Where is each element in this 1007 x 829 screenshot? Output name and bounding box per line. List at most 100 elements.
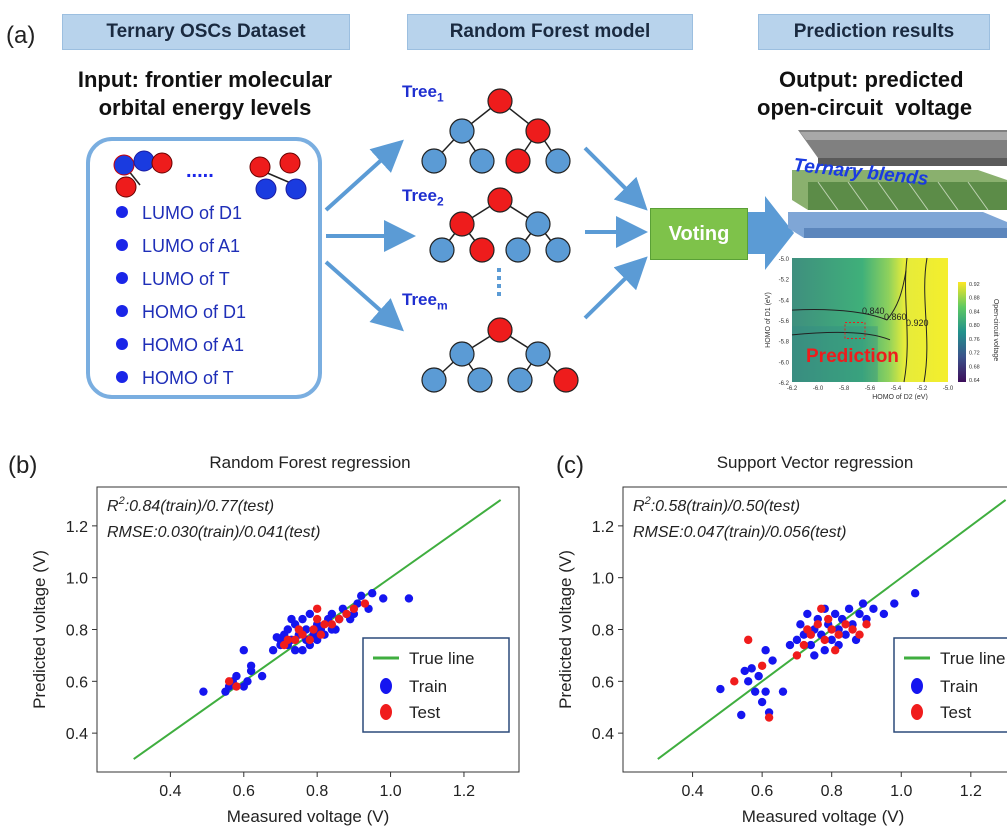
scatter-point-train: [778, 687, 788, 696]
tree-label-1: Tree1: [402, 82, 444, 105]
scatter-point-train: [879, 609, 889, 619]
contour-line: [923, 257, 928, 383]
y-tick-label: 1.2: [66, 519, 88, 536]
tree-node: [467, 367, 493, 393]
scatter-point-train: [737, 710, 746, 720]
contour-xlabel: HOMO of D2 (eV): [872, 394, 928, 400]
legend-train-label: Train: [409, 677, 447, 696]
y-tick-label: 0.8: [66, 623, 88, 640]
colorbar-label: Open-circuit voltage: [992, 299, 999, 361]
scatter-point-test: [799, 640, 809, 650]
colorbar-tick: 0.72: [969, 351, 980, 357]
scatter-point-test: [820, 635, 829, 645]
scatter-point-test: [834, 630, 843, 639]
scatter-point-test: [817, 604, 826, 613]
y-axis-label: Predicted voltage (V): [30, 550, 49, 709]
y-tick-label: 0.4: [66, 726, 88, 743]
tree-node: [505, 148, 531, 174]
tree-1: [421, 88, 571, 174]
contour-ylabel: HOMO of D1 (eV): [765, 292, 772, 348]
legend: True line Train Test: [893, 637, 1007, 733]
x-axis-label: Measured voltage (V): [227, 807, 390, 826]
scatter-point-train: [327, 609, 337, 619]
scatter-point-test: [757, 661, 767, 670]
voting-box: Voting: [650, 208, 748, 260]
contour-line: [791, 309, 888, 321]
legend-train-swatch: [380, 678, 392, 694]
x-tick-label: 1.0: [890, 783, 912, 800]
input-title-line1: Input: frontier molecular: [77, 67, 333, 92]
colorbar-tick: 0.92: [969, 282, 980, 288]
legend: True line Train Test: [362, 637, 510, 733]
tree-node: [469, 237, 495, 263]
scatter-point-train: [890, 599, 899, 608]
input-title-line2: orbital energy levels: [98, 95, 312, 120]
annotation-r2: R2:0.84(train)/0.77(test): [107, 495, 274, 515]
scatter-point-test: [294, 625, 304, 634]
scatter-point-test: [744, 635, 753, 645]
y-tick-label: 0.6: [592, 674, 614, 691]
x-tick-label: 0.8: [306, 783, 328, 800]
big-arrow-to-results: [748, 196, 794, 270]
scatter-point-train: [869, 604, 878, 613]
colorbar-tick: 0.68: [969, 364, 980, 370]
feature-label: LUMO of A1: [142, 236, 241, 256]
scatter-point-test: [848, 625, 857, 634]
scatter-point-train: [379, 594, 388, 603]
plot-area: [133, 499, 502, 760]
tree-2: [429, 187, 571, 263]
tree-node: [449, 118, 475, 144]
x-axis-label: Measured voltage (V): [742, 807, 905, 826]
scatter-point-train: [246, 661, 256, 670]
annotation-rmse: RMSE:0.047(train)/0.056(test): [633, 524, 846, 541]
scatter-point-train: [910, 589, 920, 598]
scatter-point-train: [272, 633, 282, 642]
scatter-point-test: [312, 614, 322, 624]
contour-region: [792, 326, 878, 382]
contour-xtick: -6.0: [813, 386, 824, 392]
tree-node: [525, 118, 551, 144]
scatter-point-train: [305, 609, 315, 619]
tree-label-m: Treem: [402, 290, 448, 313]
scatter-point-train: [844, 604, 854, 613]
contour-xtick: -5.8: [839, 386, 850, 392]
tree-node: [421, 148, 447, 174]
y-tick-label: 1.2: [592, 519, 614, 536]
contour-label: 0.840: [862, 306, 885, 316]
contour-line: [886, 270, 907, 321]
contour-ytick: -5.4: [779, 298, 790, 304]
colorbar-tick: 0.80: [969, 323, 980, 329]
colorbar-tick: 0.84: [969, 309, 980, 315]
y-tick-label: 0.6: [66, 674, 88, 691]
scatter-point-train: [290, 646, 300, 655]
colorbar-tick: 0.64: [969, 378, 980, 384]
scatter-point-test: [320, 620, 329, 629]
output-title: Output: predicted open-circuit voltage: [757, 66, 1007, 122]
scatter-point-test: [841, 620, 850, 629]
bullet-icon: [116, 338, 128, 350]
tree-node: [525, 211, 551, 237]
scatter-point-train: [858, 599, 868, 608]
feature-label: HOMO of T: [142, 368, 234, 388]
scatter-point-train: [768, 656, 777, 665]
contour-label: 0.920: [906, 318, 929, 328]
tree-node: [487, 88, 513, 114]
scatter-point-train: [806, 640, 816, 650]
colorbar: [958, 282, 966, 382]
tree-3: [421, 317, 579, 393]
legend-train-label: Train: [940, 677, 978, 696]
x-tick-label: 0.6: [751, 783, 773, 800]
scatter-point-train: [792, 635, 802, 645]
contour-ytick: -6.2: [779, 381, 790, 387]
plot-title-b: Random Forest regression: [209, 453, 411, 472]
panel-letter-b: (b): [8, 452, 38, 479]
bullet-icon: [116, 239, 128, 251]
scatter-point-train: [754, 671, 763, 681]
x-tick-label: 0.4: [159, 783, 181, 800]
scatter-point-test: [855, 630, 864, 639]
scatter-point-train: [404, 594, 414, 603]
plot-title-c: Support Vector regression: [716, 453, 914, 472]
scatter-point-train: [841, 630, 850, 639]
y-axis-label: Predicted voltage (V): [556, 550, 575, 709]
scatter-point-test: [232, 682, 241, 691]
